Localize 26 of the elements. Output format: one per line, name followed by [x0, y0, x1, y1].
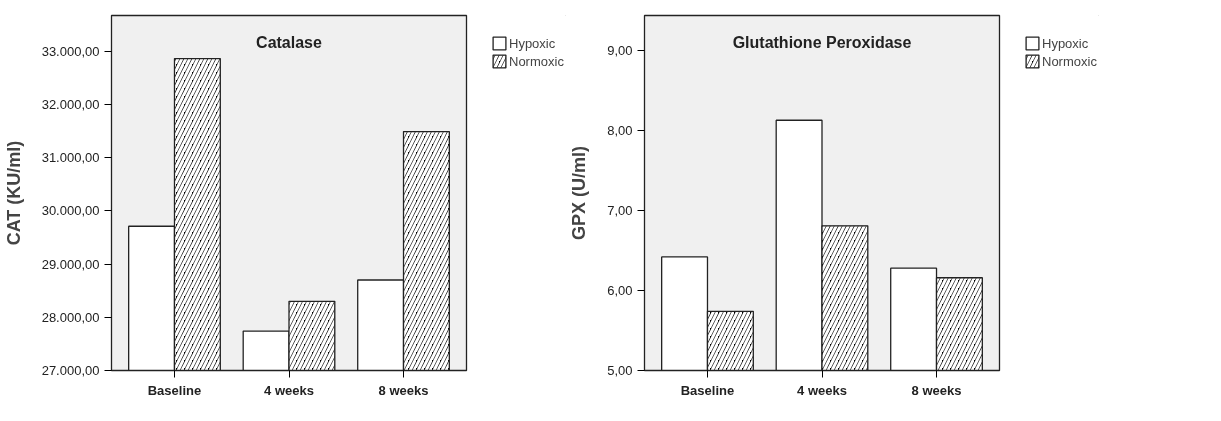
- legend-label: Hypoxic: [509, 35, 556, 51]
- y-tick-label: 33.000,00: [41, 43, 100, 59]
- y-tick-label: 8,00: [607, 123, 633, 139]
- y-axis-title: GPX (U/ml): [569, 145, 590, 240]
- legend-label: Normoxic: [1042, 53, 1097, 69]
- y-tick-label: 30.000,00: [41, 203, 100, 219]
- y-axis-title: CAT (KU/ml): [3, 140, 24, 246]
- y-tick-label: 28.000,00: [41, 309, 100, 325]
- x-tick-label: 8 weeks: [378, 382, 429, 398]
- y-tick-label: 29.000,00: [41, 256, 100, 272]
- y-tick-label: 32.000,00: [41, 96, 100, 112]
- legend-label: Hypoxic: [1042, 35, 1089, 51]
- y-tick-label: 7,00: [607, 203, 633, 219]
- y-tick-label: 6,00: [607, 283, 633, 299]
- x-tick-label: 4 weeks: [264, 382, 314, 398]
- text: Catalase: [256, 33, 323, 51]
- x-tick-label: 4 weeks: [797, 382, 847, 398]
- y-tick-label: 5,00: [607, 363, 633, 378]
- x-tick-label: 8 weeks: [911, 382, 962, 398]
- x-tick-label: Baseline: [147, 382, 202, 398]
- x-tick-label: Baseline: [680, 382, 735, 398]
- y-tick-label: 27.000,00: [41, 363, 100, 378]
- text: Glutathione Peroxidase: [732, 33, 912, 51]
- y-tick-label: 9,00: [607, 43, 633, 59]
- y-tick-label: 31.000,00: [41, 150, 100, 166]
- legend-label: Normoxic: [509, 53, 564, 69]
